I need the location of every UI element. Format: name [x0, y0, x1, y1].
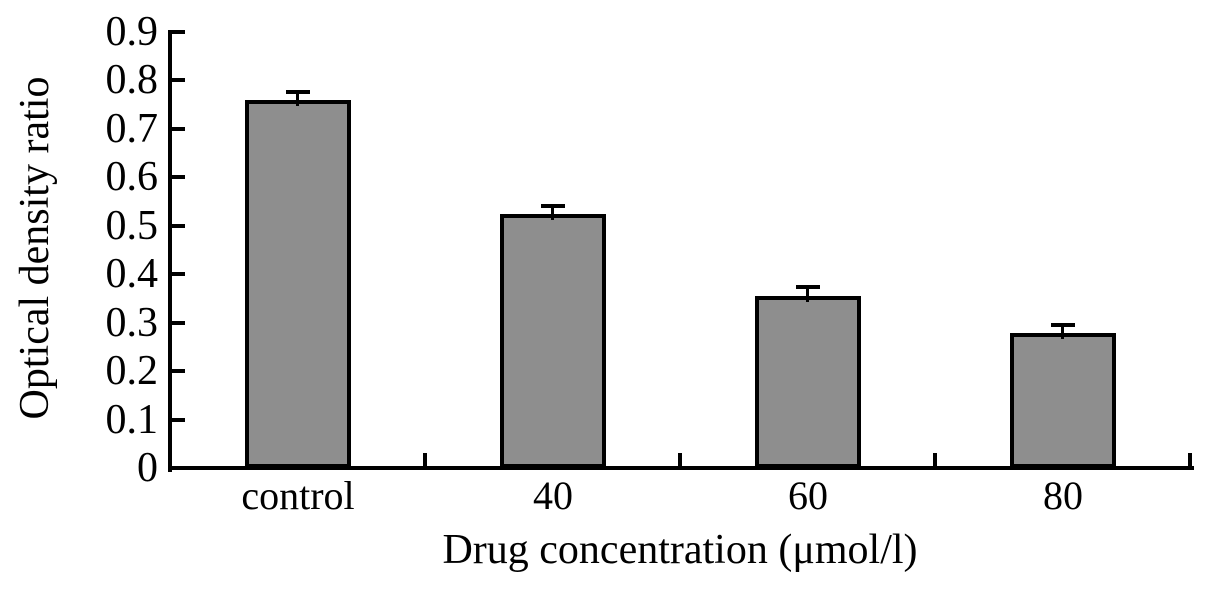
error-bar-cap [796, 285, 820, 289]
x-tick-label: control [241, 473, 355, 518]
y-tick-mark [172, 127, 185, 131]
bar [245, 100, 351, 468]
error-bar-line [806, 288, 809, 302]
y-tick-label: 0.5 [105, 203, 159, 249]
y-tick-label: 0.3 [105, 300, 159, 346]
y-tick-label: 0.8 [105, 57, 159, 103]
x-tick-label: 40 [533, 473, 573, 518]
x-axis-title: Drug concentration (μmol/l) [442, 527, 918, 573]
y-tick-mark [172, 30, 185, 34]
y-tick-mark [172, 321, 185, 325]
y-tick-mark [172, 418, 185, 422]
y-tick-label: 0.7 [105, 106, 159, 152]
x-tick-label: 60 [788, 473, 828, 518]
x-tick-mark [678, 453, 682, 467]
bar [755, 296, 861, 468]
x-axis-line [168, 466, 1194, 470]
bar [500, 214, 606, 468]
y-tick-label: 0.6 [105, 154, 159, 200]
y-tick-label: 0.4 [105, 251, 159, 297]
error-bar-line [551, 207, 554, 220]
y-axis-line [168, 30, 172, 472]
y-tick-mark [172, 78, 185, 82]
x-tick-mark [423, 453, 427, 467]
x-tick-label: 80 [1043, 473, 1083, 518]
y-tick-mark [172, 369, 185, 373]
x-tick-mark [1188, 453, 1192, 467]
bar [1010, 333, 1116, 468]
y-tick-mark [172, 272, 185, 276]
error-bar-cap [541, 204, 565, 208]
error-bar-cap [286, 90, 310, 94]
y-tick-mark [172, 175, 185, 179]
x-tick-mark [933, 453, 937, 467]
error-bar-cap [1051, 323, 1075, 327]
y-tick-mark [172, 224, 185, 228]
error-bar-line [1061, 326, 1064, 339]
y-tick-label: 0 [137, 445, 158, 491]
error-bar-line [296, 93, 299, 106]
y-tick-label: 0.9 [105, 9, 159, 55]
y-tick-label: 0.2 [105, 348, 159, 394]
y-tick-label: 0.1 [105, 397, 159, 443]
